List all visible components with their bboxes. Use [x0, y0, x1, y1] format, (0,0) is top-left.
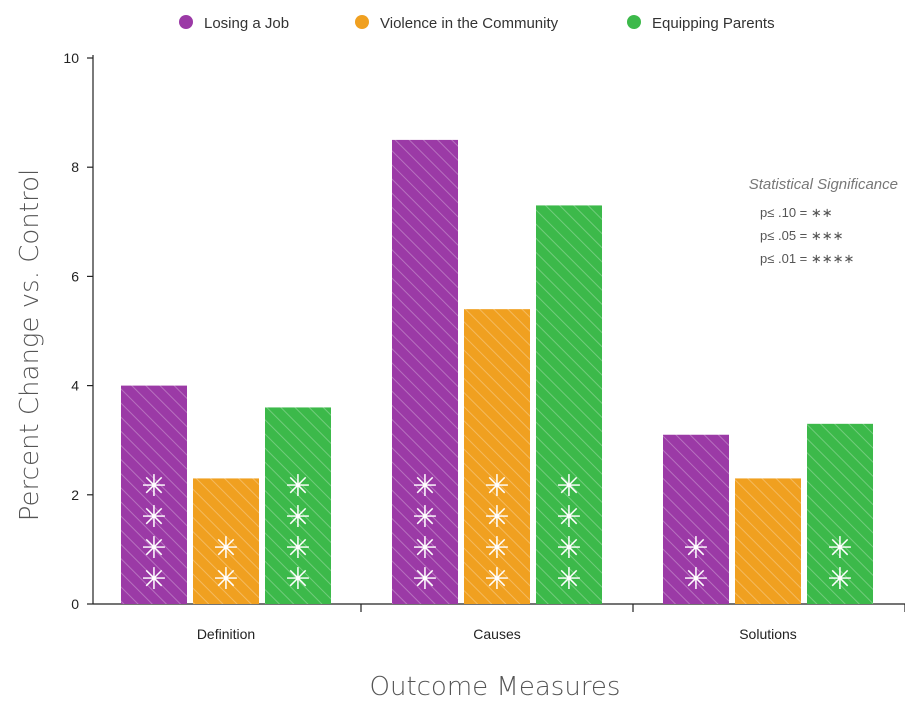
bars — [121, 139, 873, 605]
y-tick-label: 6 — [71, 268, 79, 284]
y-tick-label: 0 — [71, 596, 79, 612]
significance-star: ✳ — [213, 531, 238, 566]
significance-star: ✳ — [213, 562, 238, 597]
y-tick-label: 10 — [63, 50, 79, 66]
bar-definition-1 — [193, 478, 259, 604]
significance-star: ✳ — [556, 531, 581, 566]
x-category-label: Definition — [197, 626, 255, 642]
significance-title: Statistical Significance — [749, 176, 898, 193]
significance-star: ✳ — [556, 469, 581, 504]
significance-stars: ✳✳✳✳✳✳✳✳✳✳✳✳✳✳✳✳✳✳✳✳✳✳✳✳✳✳ — [141, 469, 852, 597]
bar-solutions-1 — [735, 478, 801, 604]
y-tick-label: 2 — [71, 487, 79, 503]
significance-star: ✳ — [484, 469, 509, 504]
significance-star: ✳ — [484, 531, 509, 566]
significance-key: Statistical Significance p≤ .10 = ∗∗ p≤ … — [749, 176, 898, 266]
legend-label-0: Losing a Job — [204, 15, 289, 32]
x-category-label: Solutions — [739, 626, 797, 642]
bar-solutions-0 — [663, 434, 729, 604]
significance-star: ✳ — [683, 562, 708, 597]
significance-line-01: p≤ .01 = ∗∗∗∗ — [760, 251, 854, 266]
x-axis-title: Outcome Measures — [370, 672, 621, 702]
legend-marker-2 — [627, 15, 641, 29]
significance-star: ✳ — [141, 500, 166, 535]
bar-solutions-2 — [807, 423, 873, 604]
x-ticks: Definition Causes Solutions — [197, 604, 905, 642]
significance-star: ✳ — [412, 562, 437, 597]
legend-marker-1 — [355, 15, 369, 29]
significance-star: ✳ — [285, 562, 310, 597]
significance-star: ✳ — [141, 469, 166, 504]
significance-star: ✳ — [683, 531, 708, 566]
bar-causes-0 — [392, 139, 458, 604]
significance-line-05: p≤ .05 = ∗∗∗ — [760, 228, 844, 243]
significance-star: ✳ — [827, 531, 852, 566]
significance-star: ✳ — [827, 562, 852, 597]
significance-star: ✳ — [484, 562, 509, 597]
significance-star: ✳ — [412, 469, 437, 504]
significance-star: ✳ — [412, 500, 437, 535]
legend-label-2: Equipping Parents — [652, 15, 775, 32]
bar-definition-2 — [265, 407, 331, 604]
significance-star: ✳ — [412, 531, 437, 566]
bar-definition-0 — [121, 385, 187, 604]
significance-star: ✳ — [285, 531, 310, 566]
bar-causes-1 — [464, 309, 530, 604]
bar-causes-2 — [536, 205, 602, 605]
y-ticks: 0 2 4 6 8 10 — [63, 50, 93, 612]
x-category-label: Causes — [473, 626, 520, 642]
significance-line-10: p≤ .10 = ∗∗ — [760, 205, 833, 220]
legend-marker-0 — [179, 15, 193, 29]
significance-star: ✳ — [285, 500, 310, 535]
legend-label-1: Violence in the Community — [380, 15, 559, 32]
significance-star: ✳ — [285, 469, 310, 504]
significance-star: ✳ — [141, 531, 166, 566]
significance-star: ✳ — [556, 562, 581, 597]
y-tick-label: 4 — [71, 378, 79, 394]
y-tick-label: 8 — [71, 159, 79, 175]
significance-star: ✳ — [141, 562, 166, 597]
y-axis-title: Percent Change vs. Control — [15, 169, 45, 521]
significance-star: ✳ — [556, 500, 581, 535]
legend: Losing a Job Violence in the Community Equ… — [179, 15, 775, 32]
significance-star: ✳ — [484, 500, 509, 535]
